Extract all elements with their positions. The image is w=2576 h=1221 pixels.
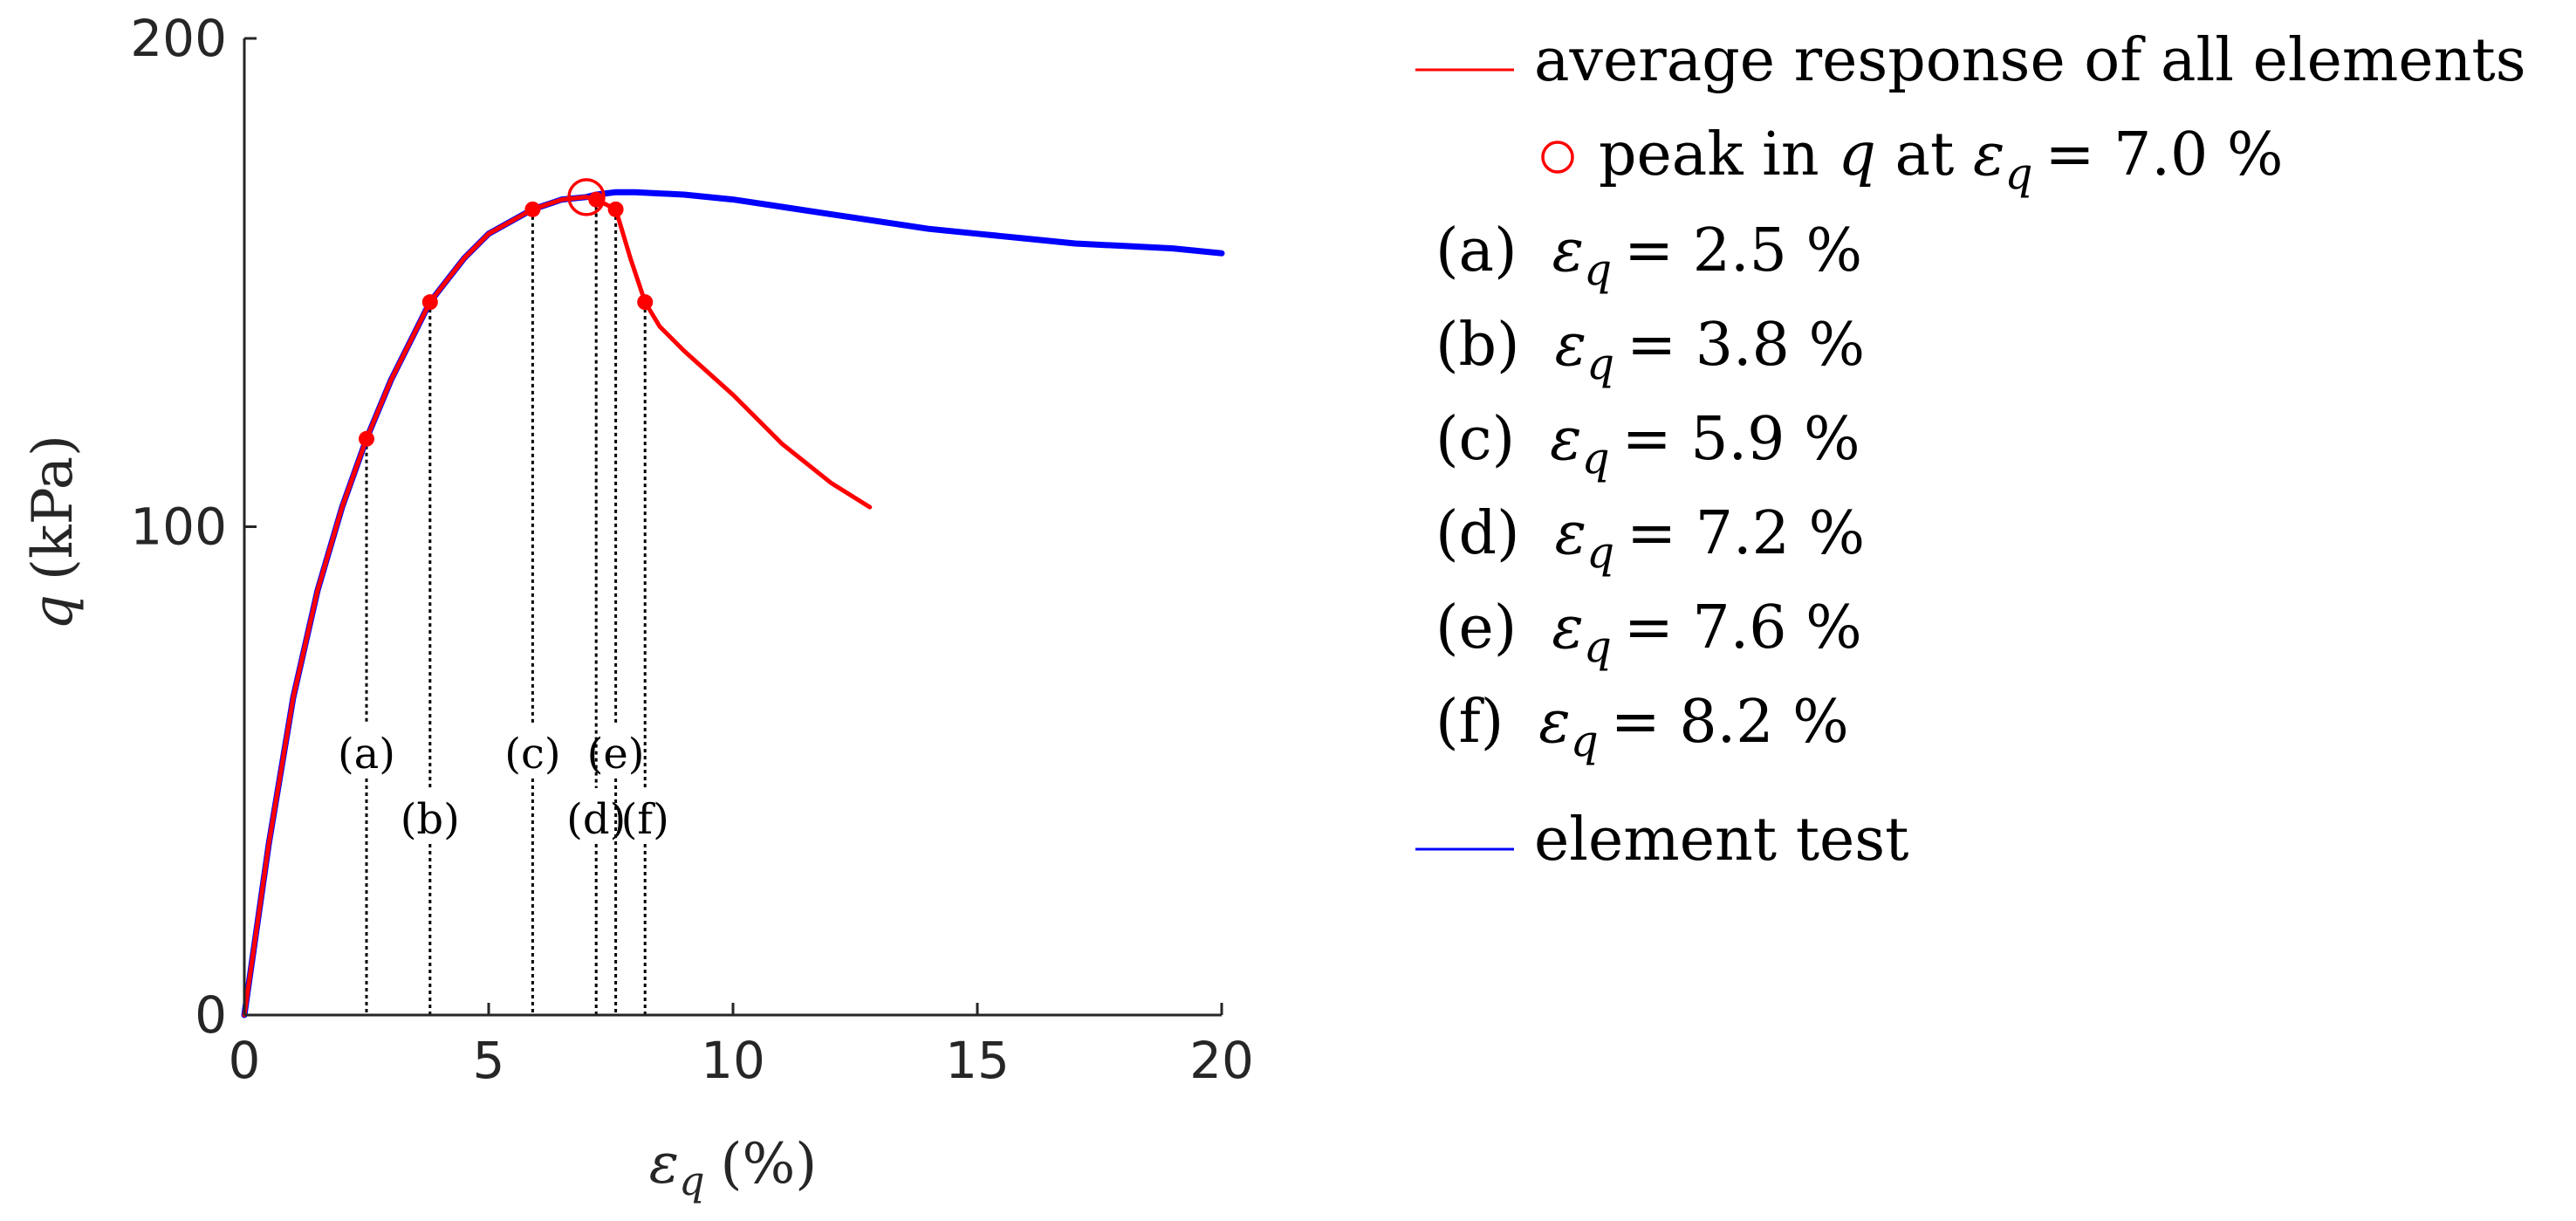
legend-peak-circle-icon bbox=[1541, 141, 1574, 174]
legend-peak-label: peak in q at εq = 7.0 % bbox=[1599, 120, 2283, 199]
legend-items: (a) εq = 2.5 %(b) εq = 3.8 %(c) εq = 5.9 %(d) ε… bbox=[1435, 216, 1865, 766]
plot-area: (a)(b) (c)(d) (e) (f) bbox=[241, 178, 1225, 1019]
x-axis-title-sub: q bbox=[679, 1157, 704, 1204]
legend: average response of all elements peak in… bbox=[1415, 26, 2526, 875]
x-ticks: 0 5 10 15 20 bbox=[229, 1003, 1254, 1090]
legend-item-eps: ε bbox=[1538, 688, 1571, 757]
legend-avg-label: average response of all elements bbox=[1534, 26, 2526, 95]
legend-peak-eps: ε bbox=[1973, 120, 2005, 189]
y-axis-title-unit: (kPa) bbox=[21, 435, 86, 580]
marker-point bbox=[524, 201, 541, 217]
legend-item-sub: q bbox=[1586, 339, 1614, 389]
y-tick-label: 0 bbox=[195, 985, 227, 1045]
legend-peak-q: q bbox=[1838, 120, 1876, 189]
legend-item-tag: (c) bbox=[1435, 405, 1515, 474]
legend-item: (b) εq = 3.8 % bbox=[1435, 311, 1865, 389]
marker-point bbox=[421, 294, 438, 311]
element-test-line bbox=[241, 189, 1225, 1019]
x-tick-label: 5 bbox=[473, 1031, 505, 1090]
legend-item: (e) εq = 7.6 % bbox=[1435, 593, 1862, 672]
legend-item-value: = 7.2 % bbox=[1627, 499, 1865, 568]
legend-item-value: = 2.5 % bbox=[1624, 216, 1862, 285]
legend-item-tag: (f) bbox=[1435, 688, 1504, 757]
legend-item-tag: (a) bbox=[1435, 216, 1518, 285]
legend-item-sub: q bbox=[1584, 244, 1612, 295]
marker-label: (f) bbox=[621, 795, 669, 844]
legend-peak-prefix: peak in bbox=[1599, 120, 1819, 189]
legend-item-tag: (d) bbox=[1435, 499, 1520, 568]
x-axis-title-unit: (%) bbox=[721, 1132, 818, 1197]
legend-item-sub: q bbox=[1584, 621, 1612, 672]
marker-guide-lines bbox=[365, 199, 647, 1015]
y-ticks: 0 100 200 bbox=[130, 9, 257, 1045]
legend-item-eps: ε bbox=[1552, 216, 1585, 285]
legend-peak-value: = 7.0 % bbox=[2045, 120, 2283, 189]
marker-label: (e) bbox=[587, 730, 645, 779]
x-tick-label: 10 bbox=[701, 1031, 765, 1090]
marker-point bbox=[359, 430, 374, 447]
marker-point bbox=[607, 201, 624, 217]
legend-item-value: = 5.9 % bbox=[1622, 405, 1860, 474]
axes: 0 5 10 15 20 0 100 200 bbox=[130, 9, 1254, 1090]
legend-item-eps: ε bbox=[1555, 311, 1587, 380]
legend-item-eps: ε bbox=[1555, 499, 1587, 568]
marker-label: (b) bbox=[401, 795, 460, 844]
legend-peak-at: at bbox=[1894, 120, 1954, 189]
legend-item-tag: (e) bbox=[1435, 593, 1517, 662]
x-tick-label: 15 bbox=[945, 1031, 1010, 1090]
x-axis-title-symbol: ε bbox=[649, 1132, 679, 1197]
legend-item: (c) εq = 5.9 % bbox=[1435, 405, 1860, 484]
legend-item-sub: q bbox=[1586, 527, 1614, 578]
legend-item-sub: q bbox=[1582, 433, 1610, 484]
y-axis-title: q (kPa) bbox=[21, 435, 86, 630]
legend-item: (f) εq = 8.2 % bbox=[1435, 688, 1849, 766]
legend-item-sub: q bbox=[1571, 716, 1599, 766]
y-tick-label: 100 bbox=[130, 497, 227, 557]
legend-item: (d) εq = 7.2 % bbox=[1435, 499, 1865, 578]
x-tick-label: 20 bbox=[1189, 1031, 1254, 1090]
legend-item: (a) εq = 2.5 % bbox=[1435, 216, 1862, 295]
marker-label: (a) bbox=[338, 730, 395, 779]
average-response-line bbox=[242, 195, 873, 1018]
peak-circle bbox=[567, 178, 606, 216]
x-axis-title: εq (%) bbox=[649, 1132, 818, 1204]
series-layer bbox=[241, 189, 1225, 1019]
legend-element-label: element test bbox=[1534, 806, 1908, 875]
legend-item-value: = 3.8 % bbox=[1627, 311, 1865, 380]
marker-point bbox=[588, 191, 605, 208]
y-axis-title-symbol: q bbox=[21, 594, 86, 630]
legend-item-value: = 7.6 % bbox=[1624, 593, 1862, 662]
x-tick-label: 0 bbox=[229, 1031, 261, 1090]
marker-points bbox=[359, 178, 654, 447]
legend-item-eps: ε bbox=[1552, 593, 1584, 662]
y-tick-label: 200 bbox=[130, 9, 227, 68]
marker-label: (d) bbox=[566, 795, 626, 844]
legend-item-tag: (b) bbox=[1435, 311, 1520, 380]
legend-item-eps: ε bbox=[1550, 405, 1582, 474]
legend-peak-eps-sub: q bbox=[2004, 148, 2032, 199]
marker-label: (c) bbox=[504, 730, 560, 779]
marker-point bbox=[637, 294, 654, 311]
legend-item-value: = 8.2 % bbox=[1611, 688, 1849, 757]
marker-labels: (a)(b) (c)(d) (e) (f) bbox=[338, 730, 669, 844]
